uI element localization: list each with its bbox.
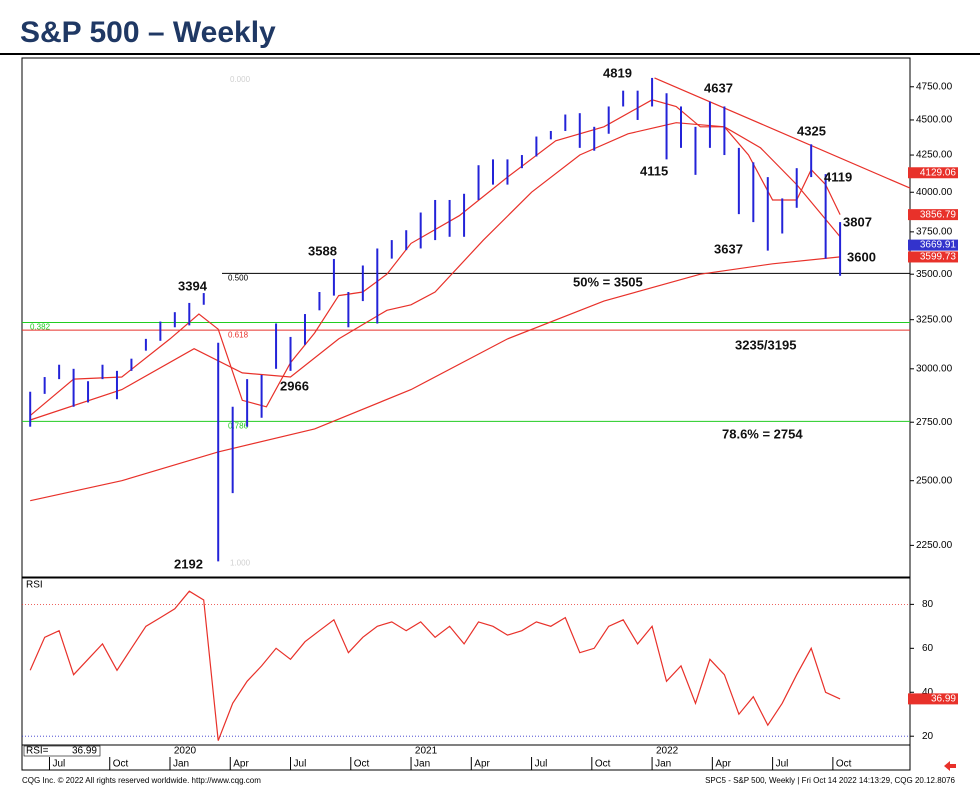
x-tick-label: Oct (836, 759, 852, 770)
moving-average (654, 77, 911, 189)
annotation: 3600 (847, 249, 876, 264)
x-tick-label: Oct (595, 759, 611, 770)
x-tick-label: Jul (294, 759, 307, 770)
moving-average (30, 256, 841, 502)
y-tick-label: 20 (922, 731, 934, 742)
y-tick-label: 2750.00 (916, 417, 953, 428)
year-label: 2022 (656, 746, 679, 757)
rsi-box (23, 745, 101, 757)
date-axis (21, 744, 911, 771)
x-tick-label: Jul (52, 759, 65, 770)
y-tick-label: 40 (922, 687, 934, 698)
x-tick-label: Apr (715, 759, 731, 770)
fib-label: 0.382 (30, 323, 51, 332)
fib-label: 0.000 (230, 75, 251, 84)
x-tick-label: Jan (173, 759, 189, 770)
fib-label: 0.500 (228, 273, 249, 282)
annotation: 3588 (308, 243, 337, 258)
y-tick-label: 3500.00 (916, 269, 953, 280)
y-tick-label: 60 (922, 643, 934, 654)
y-tick-label: 2500.00 (916, 475, 953, 486)
fib-label: 0.786 (228, 421, 249, 430)
rsi-value: 36.99 (72, 746, 97, 757)
annotation: 2966 (280, 378, 309, 393)
year-label: 2020 (174, 746, 197, 757)
year-label: 2021 (415, 746, 438, 757)
price-tag-label: 4129.06 (920, 167, 957, 178)
annotation: 4637 (704, 80, 733, 95)
y-tick-label: 3000.00 (916, 363, 953, 374)
fib-label: 0.618 (228, 330, 249, 339)
annotation: 3394 (178, 278, 208, 293)
y-tick-label: 4000.00 (916, 187, 953, 198)
y-tick-label: 4750.00 (916, 81, 953, 92)
x-tick-label: Oct (113, 759, 129, 770)
price-tag (908, 167, 958, 179)
fib-label: 1.000 (230, 559, 251, 568)
annotation: 78.6% = 2754 (722, 426, 803, 441)
x-tick-label: Jul (535, 759, 548, 770)
moving-average (29, 99, 841, 417)
price-tag-label: 3856.79 (920, 209, 957, 220)
price-tag (908, 239, 958, 251)
annotation: 4119 (824, 169, 852, 184)
footer-right: SPC5 - S&P 500, Weekly | Fri Oct 14 2022… (705, 776, 955, 785)
y-tick-label: 2250.00 (916, 540, 953, 551)
y-tick-label: 80 (922, 599, 934, 610)
x-tick-label: Jan (414, 759, 430, 770)
rsi-panel (21, 577, 911, 746)
y-tick-label: 3250.00 (916, 314, 953, 325)
x-tick-label: Apr (233, 759, 249, 770)
footer-left: CQG Inc. © 2022 All rights reserved worl… (22, 776, 261, 785)
y-tick-label: 4250.00 (916, 150, 953, 161)
annotation: 4819 (603, 65, 632, 80)
rsi-caption: RSI= (26, 746, 49, 757)
rsi-tag (908, 693, 958, 705)
rsi-line (29, 590, 841, 741)
annotation: 3807 (843, 214, 872, 229)
price-tag (908, 209, 958, 221)
chart-title: S&P 500 – Weekly (20, 16, 276, 49)
x-tick-label: Oct (354, 759, 370, 770)
price-panel (21, 57, 911, 578)
x-tick-label: Apr (474, 759, 490, 770)
x-tick-label: Jan (655, 759, 671, 770)
x-tick-label: Jul (776, 759, 789, 770)
price-tag-label: 3599.73 (920, 252, 957, 263)
annotation: 3637 (714, 241, 743, 256)
rsi-title: RSI (26, 580, 43, 591)
annotation: 4115 (640, 163, 668, 178)
y-tick-label: 3750.00 (916, 226, 953, 237)
nav-arrow[interactable] (944, 761, 956, 771)
moving-average (30, 122, 841, 421)
y-tick-label: 4500.00 (916, 115, 953, 126)
annotation: 50% = 3505 (573, 274, 643, 289)
rsi-tag-label: 36.99 (931, 694, 956, 705)
price-tag-label: 3669.91 (920, 240, 957, 251)
annotation: 2192 (174, 556, 203, 571)
annotation: 4325 (797, 123, 826, 138)
annotation: 3235/3195 (735, 337, 796, 352)
price-tag (908, 251, 958, 263)
